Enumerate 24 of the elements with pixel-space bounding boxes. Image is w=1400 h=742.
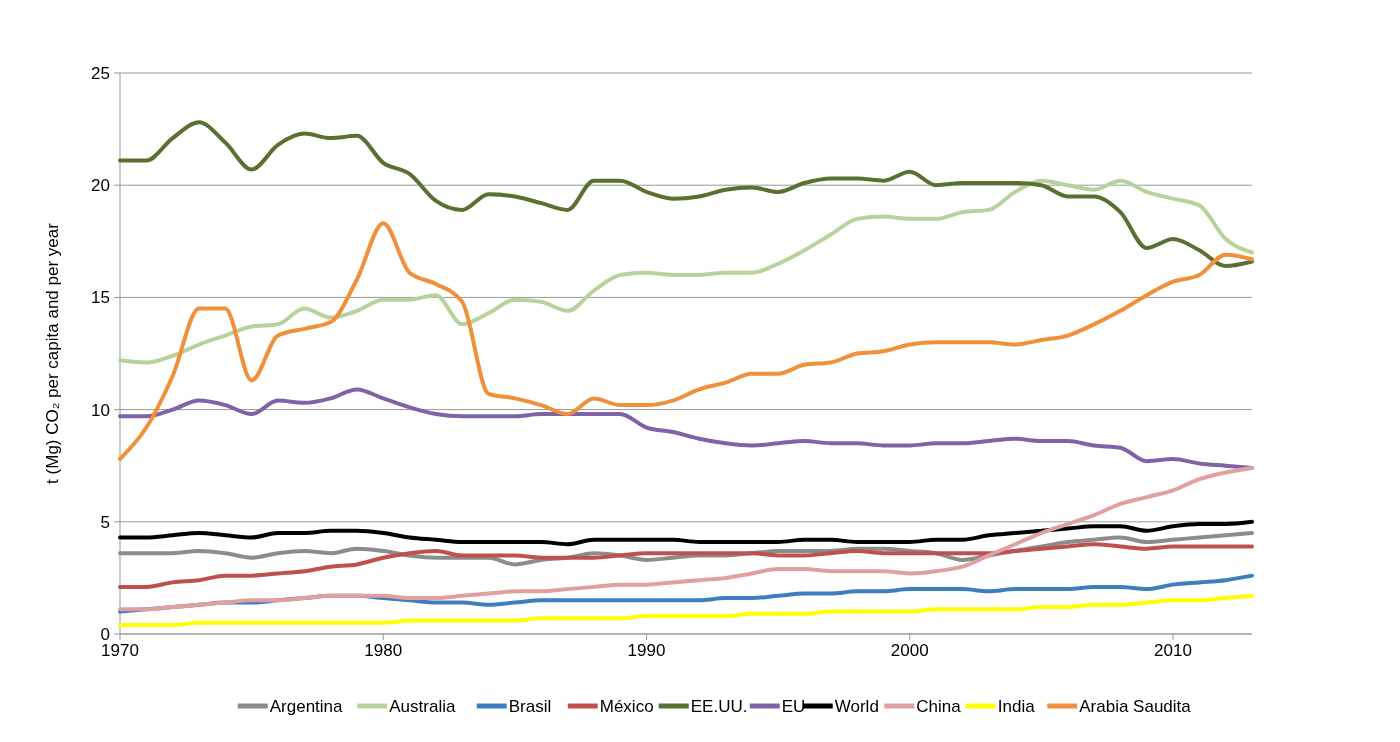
legend-label: Brasil bbox=[508, 696, 552, 716]
line-series bbox=[118, 593, 1254, 628]
y-tick-label: 25 bbox=[91, 63, 110, 83]
legend-label: Argentina bbox=[269, 696, 344, 716]
legend-label: EE.UU. bbox=[690, 696, 748, 716]
x-tick-label: 2000 bbox=[890, 641, 929, 660]
y-tick-label: 5 bbox=[100, 512, 110, 532]
legend-label: México bbox=[599, 696, 654, 716]
x-tick-label: 1990 bbox=[627, 641, 666, 660]
y-tick-label: 0 bbox=[100, 624, 110, 644]
y-tick-label: 15 bbox=[91, 288, 110, 308]
legend-label: World bbox=[834, 696, 879, 716]
x-tick-label: 2010 bbox=[1154, 641, 1192, 660]
legend-label: China bbox=[916, 696, 962, 716]
line-series bbox=[118, 542, 1254, 589]
y-axis-title: t (Mg) CO₂ per capita and per year bbox=[43, 222, 62, 484]
legend-label: EU bbox=[781, 696, 806, 716]
y-tick-label: 20 bbox=[91, 176, 110, 196]
x-tick-label: 1970 bbox=[101, 641, 139, 660]
legend-label: India bbox=[997, 696, 1036, 716]
x-tick-label: 1980 bbox=[364, 641, 403, 660]
legend-label: Arabia Saudita bbox=[1079, 696, 1192, 716]
y-tick-label: 10 bbox=[91, 400, 110, 420]
legend-label: Australia bbox=[389, 696, 456, 716]
